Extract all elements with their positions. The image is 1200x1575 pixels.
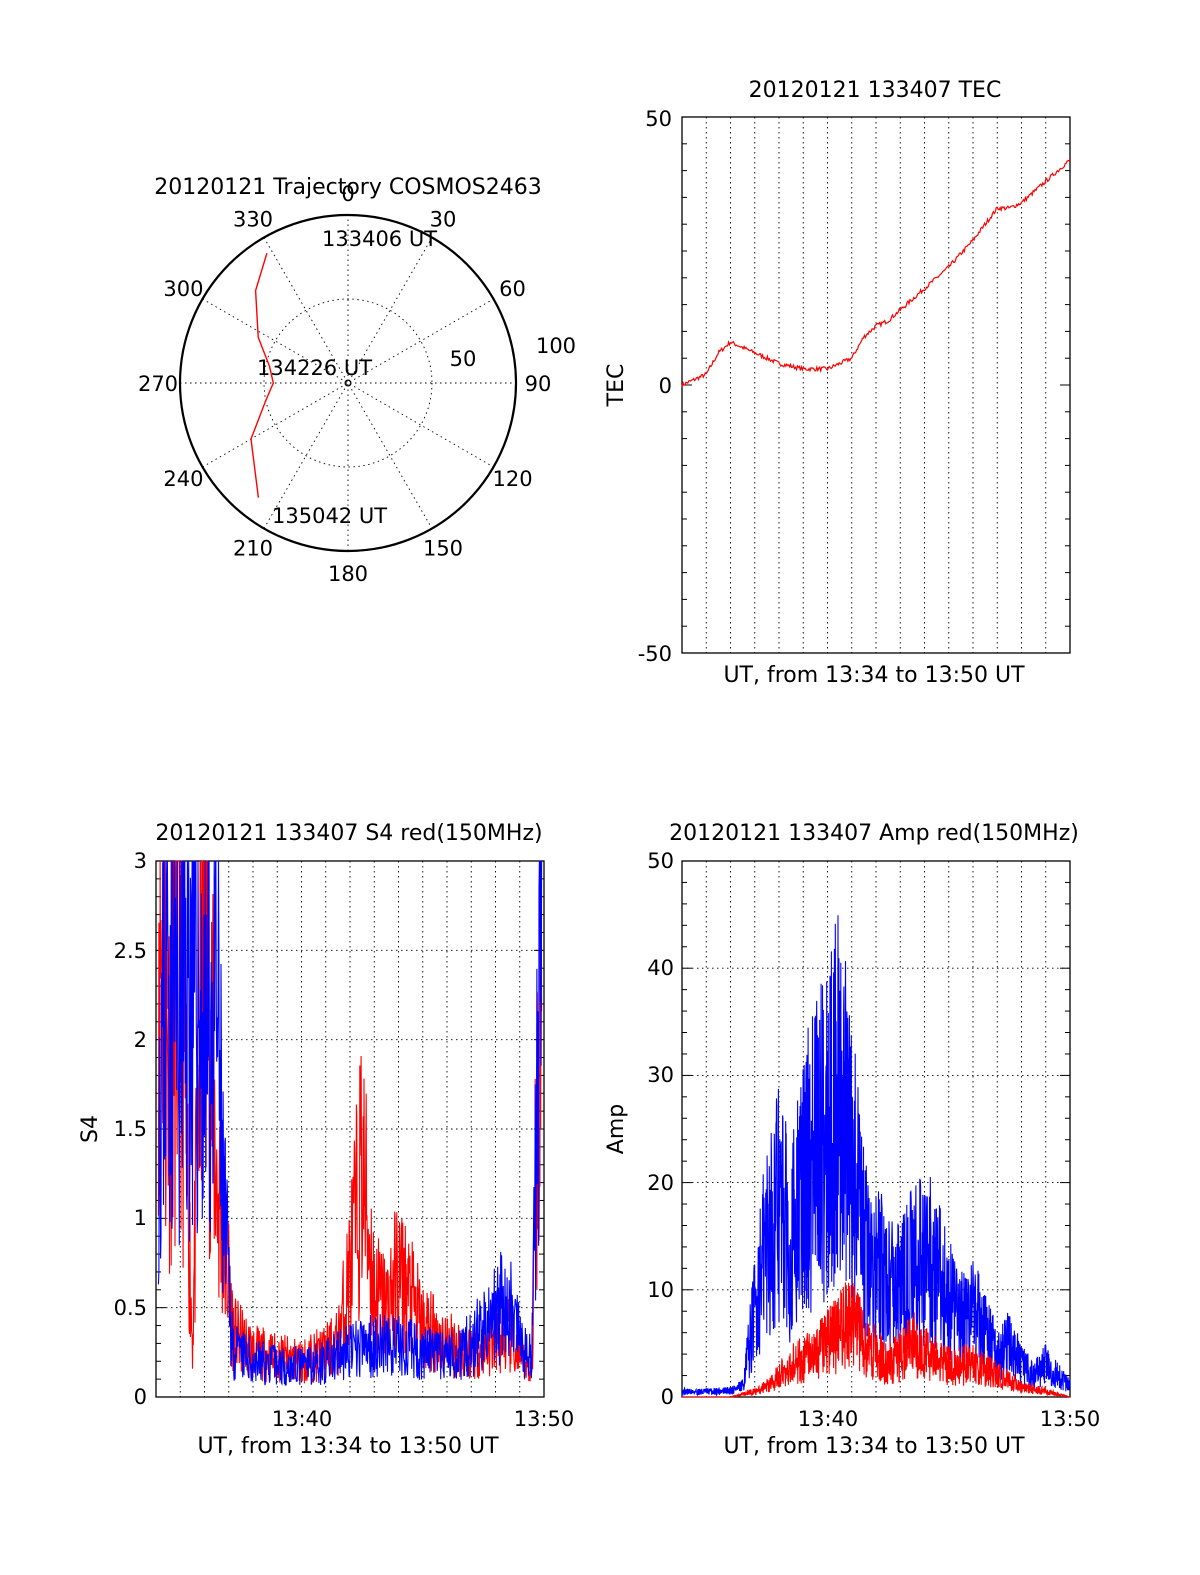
s4-ytick-0-5: 0.5 xyxy=(114,1296,147,1320)
trajectory-track xyxy=(250,252,275,498)
s4-title: 20120121 133407 S4 red(150MHz) xyxy=(155,821,542,846)
tec-xlabel: UT, from 13:34 to 13:50 UT xyxy=(723,663,1025,688)
azimuth-label: 330 xyxy=(233,207,273,231)
radius-label-100: 100 xyxy=(536,334,576,358)
amp-ytick-40: 40 xyxy=(647,956,674,980)
amp-xtick-1340: 13:40 xyxy=(798,1407,859,1431)
azimuth-label: 120 xyxy=(492,467,532,491)
s4-xlabel: UT, from 13:34 to 13:50 UT xyxy=(197,1434,499,1459)
polar-spokes xyxy=(180,215,516,551)
s4-ytick-0: 0 xyxy=(134,1385,147,1409)
amp-minor-ticks xyxy=(682,881,1070,1377)
amp-xtick-1350: 13:50 xyxy=(1040,1407,1101,1431)
track-mid-label: 134226 UT xyxy=(257,356,372,380)
amp-ytick-20: 20 xyxy=(647,1171,674,1195)
s4-plot: 20120121 133407 S4 red(150MHz) 0 0.5 1 1… xyxy=(78,821,574,1459)
azimuth-label: 150 xyxy=(423,537,463,561)
azimuth-label: 210 xyxy=(233,537,273,561)
amp-ylabel: Amp xyxy=(604,1104,629,1154)
tec-series-line xyxy=(681,158,1071,388)
polar-inner-circle xyxy=(263,298,433,468)
s4-ytick-1: 1 xyxy=(134,1206,147,1230)
s4-ytick-2-5: 2.5 xyxy=(114,939,147,963)
tec-plot: 20120121 133407 TEC 50 0 -50 TEC UT, fro… xyxy=(604,78,1071,688)
track-start-label: 133406 UT xyxy=(322,227,437,251)
amp-title: 20120121 133407 Amp red(150MHz) xyxy=(669,821,1079,846)
polar-trajectory-plot: 20120121 Trajectory COSMOS2463 0 30 60 90 12… xyxy=(138,175,576,586)
polar-spoke xyxy=(263,237,433,529)
polar-spoke xyxy=(202,298,494,468)
azimuth-label: 270 xyxy=(138,372,178,396)
amp-ytick-50: 50 xyxy=(647,849,674,873)
s4-ytick-1-5: 1.5 xyxy=(114,1117,147,1141)
tec-ytick-50: 50 xyxy=(645,107,672,131)
tec-title: 20120121 133407 TEC xyxy=(749,78,1002,103)
azimuth-label: 30 xyxy=(430,207,457,231)
radius-label-50: 50 xyxy=(450,347,477,371)
azimuth-label: 0 xyxy=(341,182,354,206)
tec-ytick-0: 0 xyxy=(659,374,672,398)
amp-xlabel: UT, from 13:34 to 13:50 UT xyxy=(723,1434,1025,1459)
azimuth-label: 90 xyxy=(525,372,552,396)
azimuth-labels: 0 30 60 90 120 150 180 210 240 270 300 330 xyxy=(138,182,551,586)
azimuth-label: 300 xyxy=(163,277,203,301)
amp-ytick-10: 10 xyxy=(647,1278,674,1302)
s4-blue-series xyxy=(157,860,543,1386)
azimuth-label: 240 xyxy=(163,467,203,491)
track-end-label: 135042 UT xyxy=(272,504,387,528)
s4-ytick-3: 3 xyxy=(134,849,147,873)
tec-minor-ticks xyxy=(682,143,1070,627)
s4-red-series xyxy=(157,860,543,1384)
s4-ytick-2: 2 xyxy=(134,1028,147,1052)
polar-title: 20120121 Trajectory COSMOS2463 xyxy=(154,175,541,200)
azimuth-label: 60 xyxy=(499,277,526,301)
amp-red-series xyxy=(682,1282,1071,1399)
s4-ylabel: S4 xyxy=(78,1115,103,1143)
azimuth-label: 180 xyxy=(328,562,368,586)
tec-ytick-neg50: -50 xyxy=(638,642,672,666)
tec-ylabel: TEC xyxy=(604,364,629,408)
s4-xtick-1350: 13:50 xyxy=(514,1407,575,1431)
amp-plot: 20120121 133407 Amp red(150MHz) 0 10 20 … xyxy=(604,821,1100,1459)
polar-spoke xyxy=(263,237,433,529)
amp-ytick-0: 0 xyxy=(661,1385,674,1409)
tec-grid xyxy=(705,117,1047,653)
amp-blue-series xyxy=(681,915,1071,1397)
amp-ytick-30: 30 xyxy=(647,1063,674,1087)
s4-xtick-1340: 13:40 xyxy=(272,1407,333,1431)
